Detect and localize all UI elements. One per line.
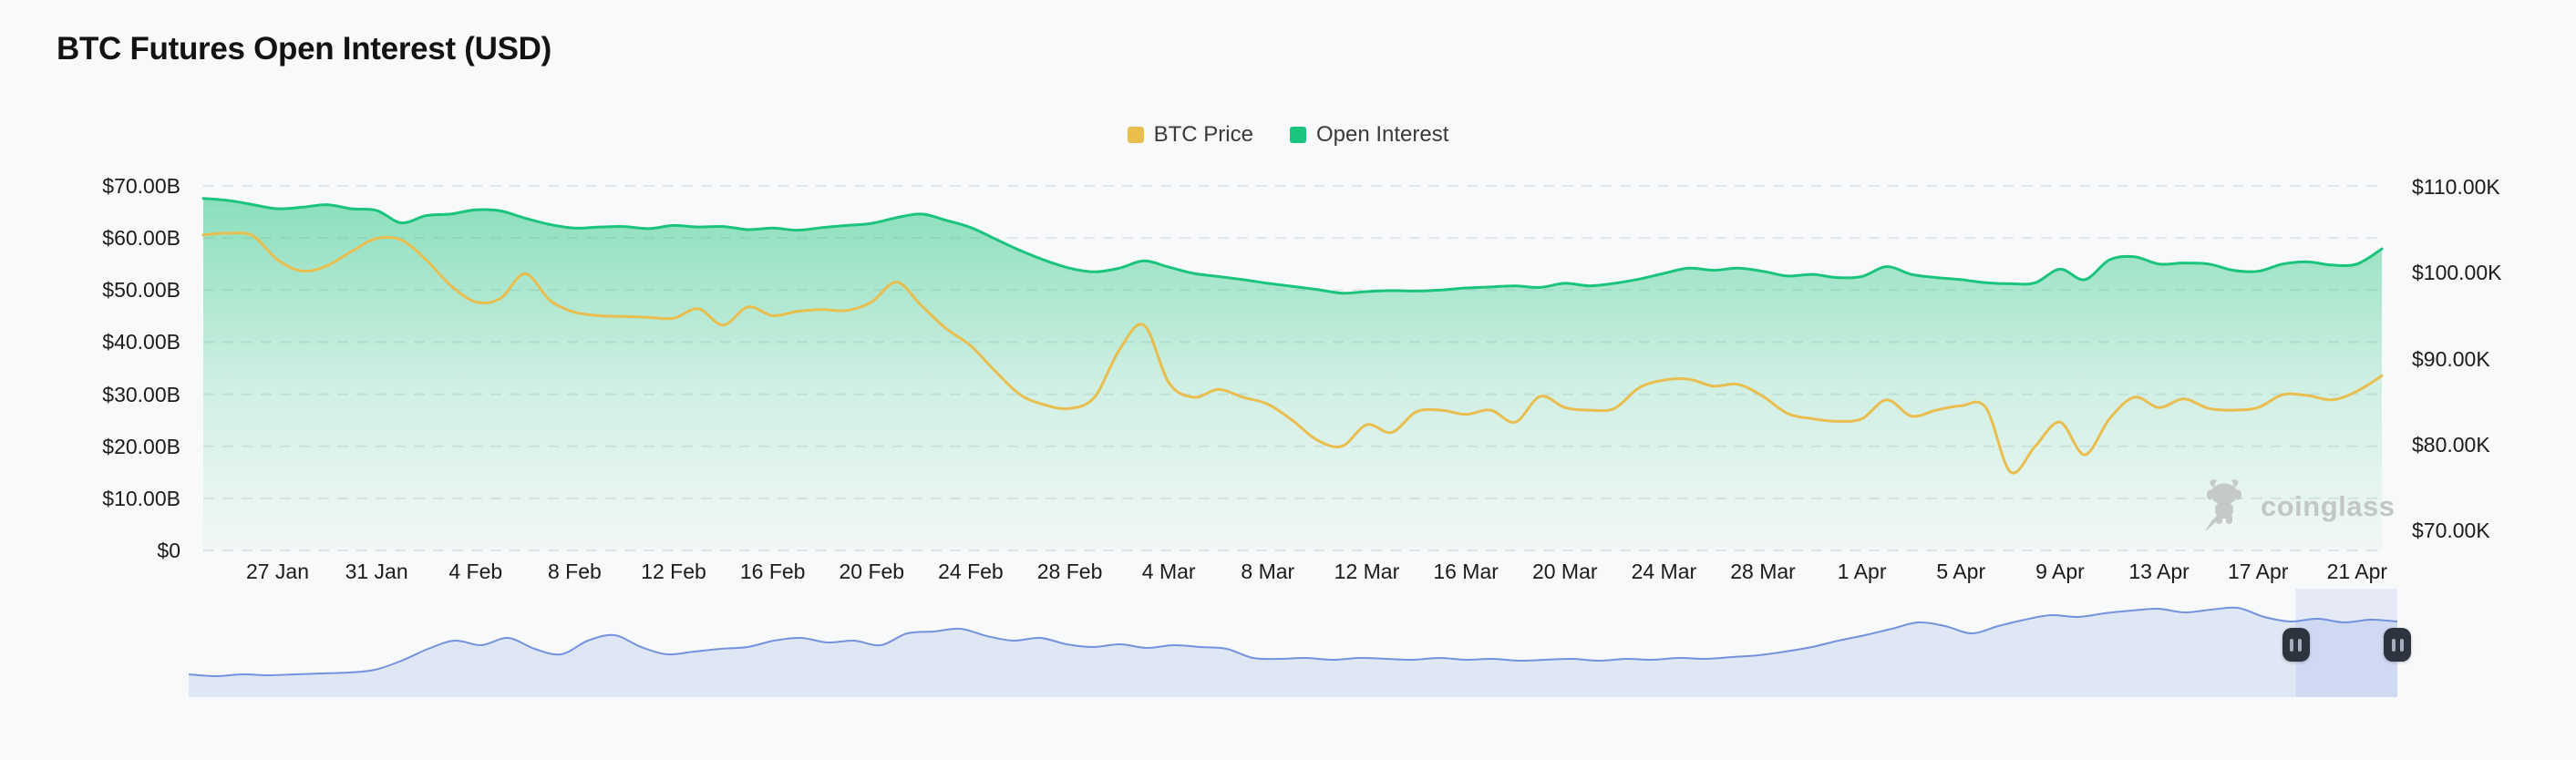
- x-axis-label: 12 Feb: [641, 560, 706, 583]
- y-axis-left-label: $20.00B: [102, 434, 180, 458]
- x-axis-label: 8 Mar: [1241, 560, 1295, 583]
- y-axis-left-label: $0: [157, 539, 180, 562]
- y-axis-left-label: $50.00B: [102, 278, 180, 303]
- legend-label: BTC Price: [1153, 122, 1253, 147]
- x-axis-label: 27 Jan: [245, 560, 309, 583]
- x-axis-label: 31 Jan: [345, 560, 408, 583]
- x-axis-label: 9 Apr: [2035, 560, 2085, 583]
- x-axis-label: 20 Feb: [839, 560, 905, 583]
- x-axis-label: 20 Mar: [1531, 560, 1598, 583]
- open-interest-line: [201, 197, 2384, 295]
- x-axis-label: 21 Apr: [2326, 560, 2388, 583]
- x-axis-label: 28 Feb: [1036, 560, 1103, 583]
- x-axis-label: 17 Apr: [2227, 560, 2289, 583]
- legend-label: Open Interest: [1315, 122, 1449, 147]
- grip-bar: [2391, 638, 2396, 652]
- y-axis-right-label: $90.00K: [2412, 346, 2490, 371]
- x-axis-label: 28 Mar: [1730, 560, 1796, 583]
- legend-swatch-icon: [1127, 127, 1144, 143]
- legend: BTC Price Open Interest: [0, 122, 2576, 148]
- legend-item-open-interest[interactable]: Open Interest: [1289, 122, 1449, 148]
- x-axis-label: 16 Mar: [1433, 560, 1499, 583]
- y-axis-left-label: $60.00B: [102, 226, 180, 251]
- y-axis-left-label: $10.00B: [102, 486, 180, 510]
- y-axis-right-label: $80.00K: [2412, 432, 2490, 457]
- navigator-selection[interactable]: [2295, 589, 2397, 697]
- x-axis-label: 24 Feb: [938, 560, 1004, 583]
- grip-bar: [2290, 638, 2294, 652]
- legend-item-btc-price[interactable]: BTC Price: [1127, 122, 1253, 148]
- grip-bar: [2399, 638, 2404, 652]
- navigator-handle-right[interactable]: [2384, 628, 2411, 662]
- y-axis-right-label: $70.00K: [2412, 519, 2490, 542]
- open-interest-area: [203, 198, 2382, 550]
- x-axis-label: 16 Feb: [739, 560, 806, 583]
- navigator-line: [188, 606, 2398, 678]
- navigator-area: [189, 607, 2397, 697]
- x-axis-label: 4 Mar: [1141, 560, 1196, 583]
- y-axis-right-label: $100.00K: [2412, 261, 2502, 285]
- navigator[interactable]: [188, 589, 2398, 697]
- grip-bar: [2298, 638, 2303, 652]
- x-axis-label: 1 Apr: [1837, 560, 1887, 583]
- page-title: BTC Futures Open Interest (USD): [57, 31, 551, 67]
- x-axis-label: 12 Mar: [1334, 560, 1400, 583]
- x-axis-label: 24 Mar: [1631, 560, 1697, 583]
- y-axis-left-label: $40.00B: [102, 330, 180, 354]
- y-axis-left-label: $30.00B: [102, 382, 180, 406]
- y-axis-right-label: $110.00K: [2412, 175, 2500, 199]
- legend-swatch-icon: [1289, 127, 1306, 143]
- x-axis-label: 4 Feb: [448, 560, 503, 583]
- btc-price-line: [201, 231, 2384, 475]
- navigator-handle-left[interactable]: [2282, 628, 2310, 662]
- x-axis-label: 5 Apr: [1936, 560, 1986, 583]
- x-axis-label: 13 Apr: [2128, 560, 2190, 583]
- y-axis-left-label: $70.00B: [102, 174, 180, 198]
- x-axis-label: 8 Feb: [547, 560, 602, 583]
